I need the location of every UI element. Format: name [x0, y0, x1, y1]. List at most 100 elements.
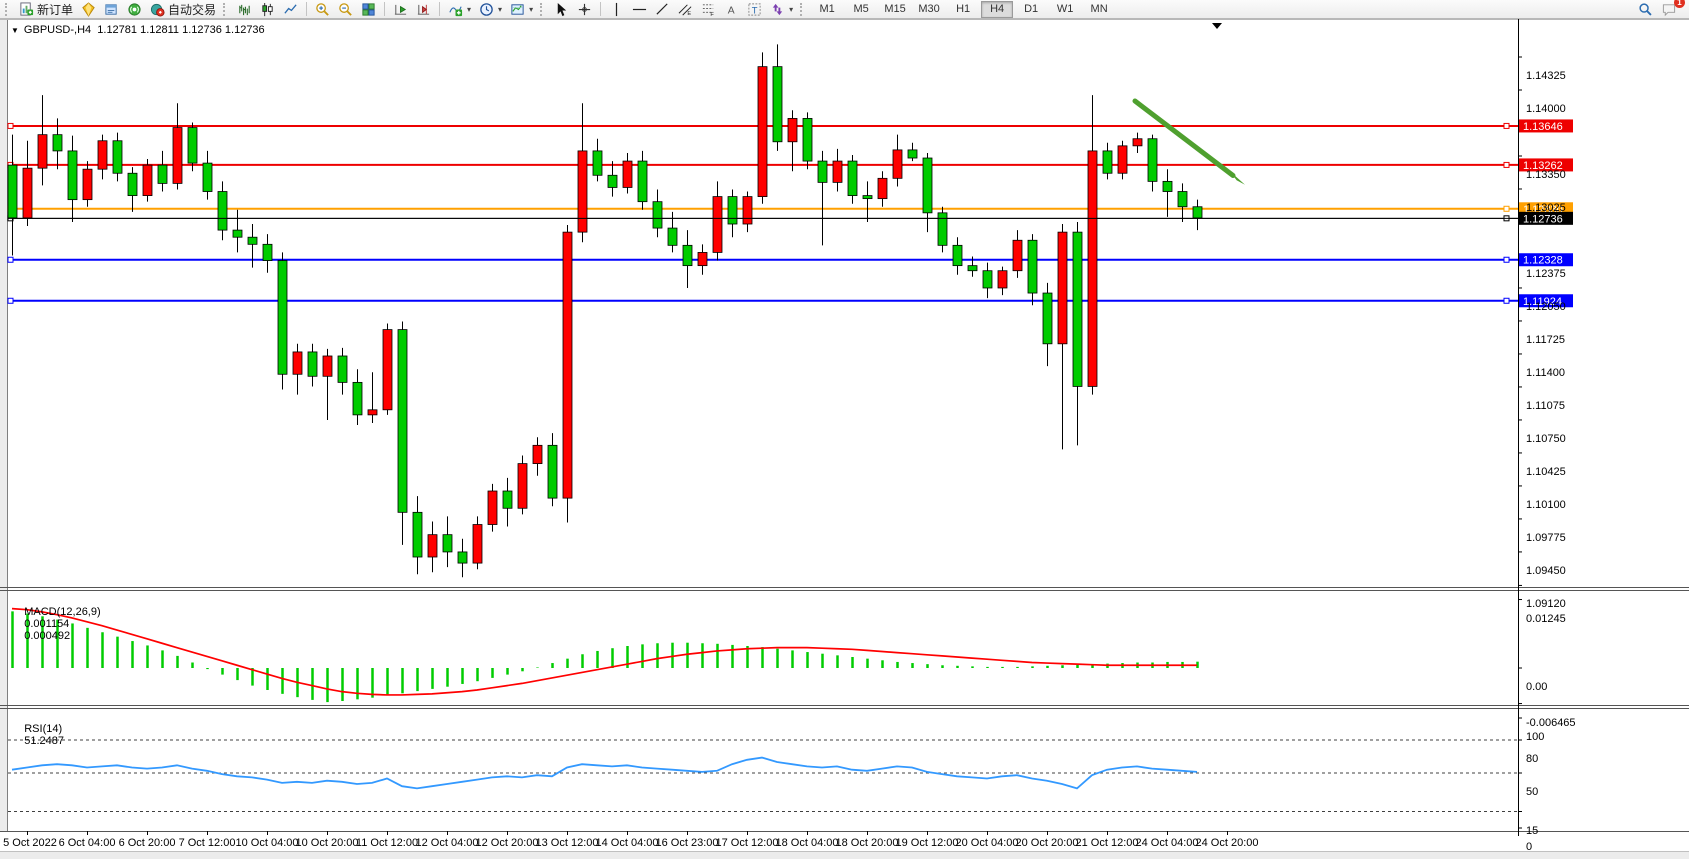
text-button[interactable]: A — [720, 0, 743, 19]
crosshair-button[interactable] — [573, 0, 596, 19]
timeframe-w1[interactable]: W1 — [1056, 2, 1074, 15]
time-label: 20 Oct 04:00 — [955, 837, 1019, 849]
channel-button[interactable]: E — [674, 0, 697, 19]
toolbar: 新订单 自动交易 — [0, 0, 1689, 19]
timeframe-mn[interactable]: MN — [1090, 2, 1108, 15]
horizontal-line-button[interactable] — [628, 0, 651, 19]
time-label: 7 Oct 12:00 — [178, 837, 236, 849]
candle-body — [382, 329, 393, 411]
zoom-in-button[interactable] — [311, 0, 334, 19]
rsi-tick-label: 100 — [1526, 731, 1545, 743]
svg-text:E: E — [687, 11, 691, 17]
indicators-button[interactable]: ▾ — [444, 0, 475, 19]
zoom-in-icon — [316, 2, 329, 16]
search-button[interactable] — [1634, 0, 1657, 19]
candle-body — [862, 195, 873, 200]
time-label: 12 Oct 20:00 — [475, 837, 539, 849]
chart-canvas[interactable]: 1.136461.132621.128301.127361.123281.119… — [0, 19, 1689, 858]
timeframe-d1[interactable]: D1 — [1024, 2, 1039, 15]
vertical-line-button[interactable] — [605, 0, 628, 19]
timeframe-m30[interactable]: M30 — [918, 2, 940, 15]
macd-tick-label: 0.00 — [1526, 681, 1548, 693]
hline-marker[interactable] — [1503, 161, 1510, 168]
rsi-tick-label: 0 — [1526, 841, 1533, 853]
line-chart-icon — [284, 3, 297, 14]
hline-marker[interactable] — [1503, 205, 1510, 212]
time-label: 21 Oct 12:00 — [1075, 837, 1139, 849]
price-tick-label: 1.13350 — [1526, 168, 1566, 181]
toolbar-grip[interactable] — [223, 2, 230, 16]
candle-body — [817, 160, 828, 183]
trend-arrow-annotation[interactable] — [1132, 98, 1236, 178]
candle-body — [1117, 145, 1128, 174]
arrows-button[interactable]: ▾ — [766, 0, 797, 19]
timeframe-m1[interactable]: M1 — [819, 2, 835, 15]
hline-marker[interactable] — [7, 122, 14, 129]
toolbar-grip[interactable] — [540, 2, 547, 16]
chart-window: 1.13646 1.13262 1.12830 1.12736 1.12328 1.119… — [0, 19, 1689, 859]
time-label: 5 Oct 2022 — [3, 837, 57, 849]
hline-marker[interactable] — [1503, 122, 1510, 129]
signals-button[interactable] — [123, 0, 146, 19]
data-window-button[interactable] — [100, 0, 123, 19]
templates-button[interactable]: ▾ — [506, 0, 537, 19]
hline-marker[interactable] — [1503, 297, 1510, 304]
text-label-button[interactable]: T — [743, 0, 766, 19]
toolbar-grip[interactable] — [800, 2, 807, 16]
collapse-chevron-icon[interactable]: ▼ — [11, 25, 19, 35]
hline-marker[interactable] — [7, 297, 14, 304]
hline-marker[interactable] — [7, 256, 14, 263]
timeframe-m15[interactable]: M15 — [884, 2, 906, 15]
autotrade-button[interactable]: 自动交易 — [146, 0, 220, 19]
cursor-button[interactable] — [550, 0, 573, 19]
candle-body — [112, 140, 123, 174]
text-label-icon: T — [748, 2, 761, 16]
price-badge-text: 1.12736 — [1523, 213, 1563, 225]
bar-chart-button[interactable] — [233, 0, 256, 19]
trendline-button[interactable] — [651, 0, 674, 19]
horizontal-line-icon — [633, 8, 647, 10]
time-label: 12 Oct 04:00 — [415, 837, 479, 849]
candle-body — [127, 172, 138, 196]
market-watch-button[interactable] — [77, 0, 100, 19]
candle-body — [97, 140, 108, 170]
candle-chart-button[interactable] — [256, 0, 279, 19]
candle-body — [547, 444, 558, 499]
price-tick-label: 1.10750 — [1526, 432, 1566, 445]
autotrade-icon — [150, 3, 165, 17]
price-tick-label: 1.09450 — [1526, 564, 1566, 577]
periods-button[interactable]: ▾ — [475, 0, 506, 19]
new-order-button[interactable]: 新订单 — [15, 0, 77, 19]
fibonacci-button[interactable]: F — [697, 0, 720, 19]
price-badge — [1519, 158, 1573, 172]
zoom-out-button[interactable] — [334, 0, 357, 19]
candle-body — [172, 127, 183, 184]
timeframe-h4[interactable]: H4 — [981, 0, 1014, 18]
candle-body — [652, 201, 663, 229]
candle-body — [247, 236, 258, 245]
tile-windows-button[interactable] — [357, 0, 380, 19]
notifications-button[interactable]: 1 — [1657, 0, 1685, 19]
timeframe-h1[interactable]: H1 — [956, 2, 971, 15]
chart-shift-button[interactable] — [412, 0, 435, 19]
channel-icon: E — [678, 3, 692, 17]
macd-tick-label: -0.006465 — [1526, 716, 1576, 729]
time-label: 24 Oct 04:00 — [1135, 837, 1199, 849]
price-tick-label: 1.11075 — [1526, 399, 1565, 412]
line-chart-button[interactable] — [279, 0, 302, 19]
chart-shift-marker-icon[interactable] — [1212, 23, 1222, 29]
timeframe-m5[interactable]: M5 — [853, 2, 869, 15]
hline-marker[interactable] — [1503, 256, 1510, 263]
time-label: 13 Oct 12:00 — [535, 837, 599, 849]
toolbar-grip[interactable] — [5, 2, 12, 16]
candle-body — [487, 490, 498, 525]
candle-body — [142, 164, 153, 196]
candle-body — [937, 212, 948, 246]
zoom-out-icon — [339, 2, 352, 16]
auto-scroll-button[interactable] — [389, 0, 412, 19]
candle-body — [1012, 239, 1023, 272]
rsi-tick-label: 15 — [1526, 824, 1539, 837]
autotrade-label: 自动交易 — [168, 2, 217, 17]
candle-body — [1057, 231, 1068, 345]
candle-body — [697, 252, 708, 267]
